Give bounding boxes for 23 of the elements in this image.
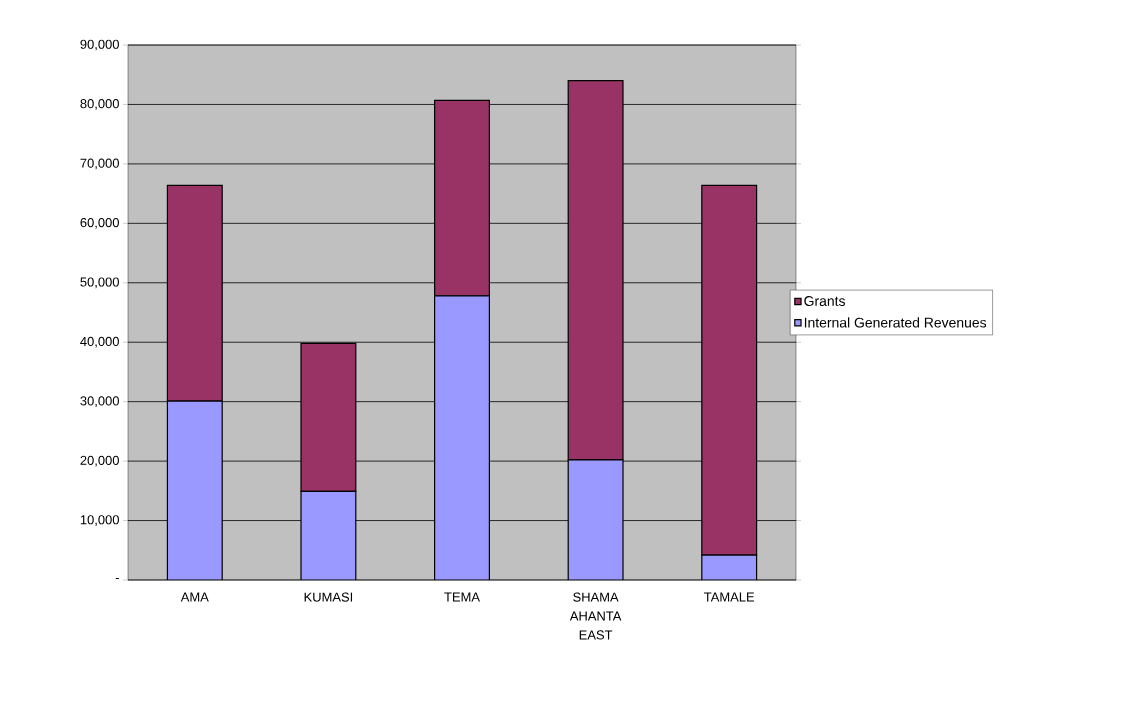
y-tick-label: 80,000 xyxy=(80,99,119,110)
bar xyxy=(567,459,624,580)
y-tick-label: 10,000 xyxy=(80,515,119,526)
bar xyxy=(300,490,357,580)
legend-label: Grants xyxy=(804,296,845,306)
x-tick-label: SHAMA AHANTA EAST xyxy=(569,592,622,640)
y-tick-label: 50,000 xyxy=(80,277,119,289)
y-tick-label: 40,000 xyxy=(80,336,119,348)
y-tick-label: 70,000 xyxy=(80,158,119,170)
x-tick-label: AMA xyxy=(180,592,209,602)
y-tick-label: 60,000 xyxy=(80,217,119,229)
y-tick-label: 20,000 xyxy=(80,455,119,467)
x-tick-label: TEMA xyxy=(444,592,480,602)
bar xyxy=(166,400,223,580)
bar xyxy=(300,342,357,493)
bar xyxy=(434,295,490,580)
y-tick-label: 90,000 xyxy=(80,39,119,51)
y-tick-label: - xyxy=(115,578,119,580)
bar xyxy=(701,554,758,580)
x-tick-label: KUMASI xyxy=(304,592,353,602)
y-tick-label: 30,000 xyxy=(80,396,119,408)
x-tick-label: TAMALE xyxy=(704,592,755,602)
legend-label: Internal Generated Revenues xyxy=(804,317,987,328)
